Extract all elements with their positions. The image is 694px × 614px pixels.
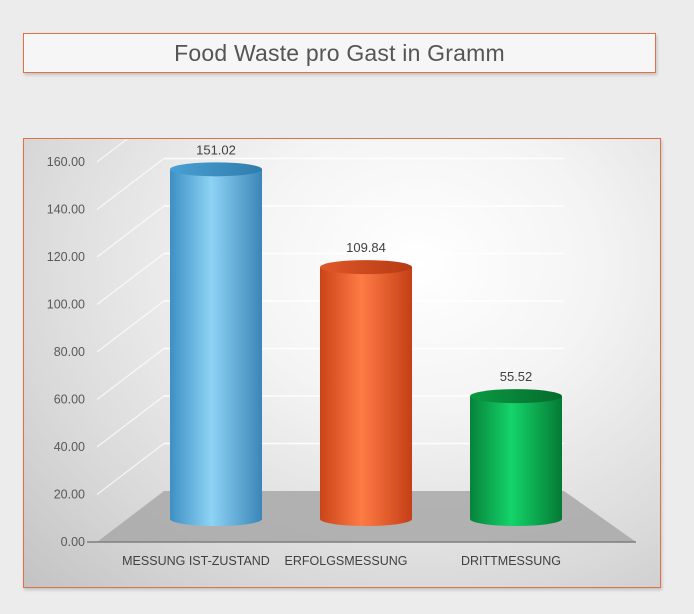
chart-area: 0.00 20.00 40.00 60.00 80.00 100.00 120.00 140.… xyxy=(23,138,661,588)
y-tick-label: 60.00 xyxy=(54,393,85,407)
gridline-side xyxy=(96,300,165,353)
y-tick-label: 120.00 xyxy=(47,250,85,264)
y-tick-label: 80.00 xyxy=(54,345,85,359)
bar-top xyxy=(320,260,412,275)
x-category-label: ERFOLGSMESSUNG xyxy=(285,554,408,568)
data-label: 151.02 xyxy=(196,142,236,157)
gridline-side xyxy=(96,395,165,448)
bar-top xyxy=(170,162,262,177)
gridline-side xyxy=(96,253,165,305)
y-tick-label: 140.00 xyxy=(47,203,85,217)
bar[interactable] xyxy=(170,162,262,526)
chart-title: Food Waste pro Gast in Gramm xyxy=(174,39,505,66)
bar-top xyxy=(470,389,562,404)
bar-chart-svg: 0.00 20.00 40.00 60.00 80.00 100.00 120.00 140.… xyxy=(47,139,636,568)
gridline-side xyxy=(96,158,165,210)
x-category-label: MESSUNG IST-ZUSTAND xyxy=(122,554,270,568)
data-label: 109.84 xyxy=(346,240,386,255)
chart-title-box: Food Waste pro Gast in Gramm xyxy=(23,33,656,73)
y-tick-label: 20.00 xyxy=(54,488,85,502)
bar-body xyxy=(320,267,412,526)
y-tick-label: 0.00 xyxy=(61,535,85,549)
bar-body xyxy=(470,396,562,526)
gridline-side xyxy=(96,139,129,163)
y-tick-label: 40.00 xyxy=(54,440,85,454)
data-label: 55.52 xyxy=(500,369,533,384)
gridline-side xyxy=(96,443,165,495)
x-category-label: DRITTMESSUNG xyxy=(461,554,561,568)
gridline-side xyxy=(96,205,165,258)
y-tick-label: 100.00 xyxy=(47,298,85,312)
bar-body xyxy=(170,169,262,526)
bar[interactable] xyxy=(470,389,562,526)
gridline-side xyxy=(96,348,165,400)
y-tick-label: 160.00 xyxy=(47,155,85,169)
bar[interactable] xyxy=(320,260,412,526)
